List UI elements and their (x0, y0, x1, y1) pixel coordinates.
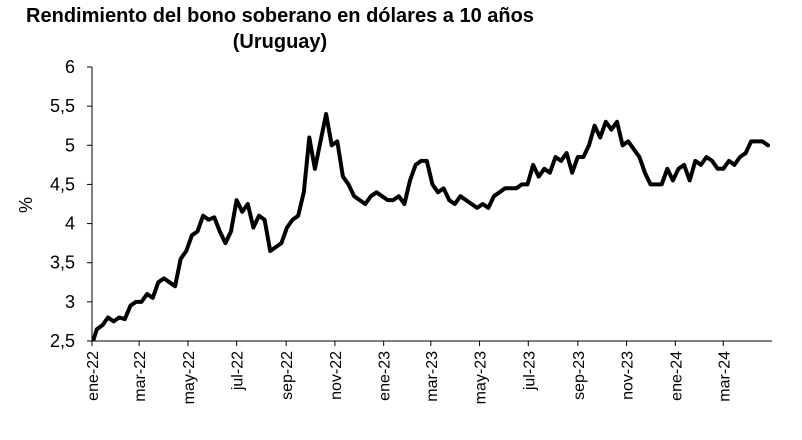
y-tick-label: 3 (65, 292, 75, 312)
chart-title-block: Rendimiento del bono soberano en dólares… (0, 3, 560, 55)
x-tick-label: may-22 (181, 351, 198, 404)
x-axis: ene-22 mar-22 may-22 jul-22 sep-22 nov-22 ene-… (85, 340, 772, 404)
y-tick-label: 4,5 (50, 174, 75, 194)
x-tick-label: sep-23 (571, 351, 588, 400)
x-tick-label: mar-24 (716, 351, 733, 402)
x-tick-label: jul-22 (230, 351, 247, 391)
chart-title: Rendimiento del bono soberano en dólares… (26, 5, 534, 27)
y-tick-label: 4 (65, 214, 75, 234)
series-line (91, 112, 770, 342)
x-tick-label: ene-23 (377, 351, 394, 401)
y-tick-label: 2,5 (50, 331, 75, 351)
y-tick-label: 3,5 (50, 253, 75, 273)
y-tick-label: 5,5 (50, 96, 75, 116)
y-axis: 2,5 3 3,5 4 4,5 5 5,5 6 (50, 57, 93, 351)
x-tick-label: ene-22 (85, 351, 102, 401)
x-tick-label: sep-22 (279, 351, 296, 400)
x-tick-label: may-23 (473, 351, 490, 404)
x-tick-label: mar-23 (424, 351, 441, 402)
x-tick-label: mar-22 (132, 351, 149, 402)
x-tick-label: nov-23 (620, 351, 637, 400)
y-axis-label: % (16, 197, 36, 213)
chart-subtitle: (Uruguay) (232, 31, 328, 53)
y-tick-label: 6 (65, 57, 75, 77)
x-tick-label: nov-22 (328, 351, 345, 400)
x-tick-label: jul-23 (521, 351, 538, 391)
y-tick-label: 5 (65, 135, 75, 155)
x-tick-label: ene-24 (668, 351, 685, 401)
